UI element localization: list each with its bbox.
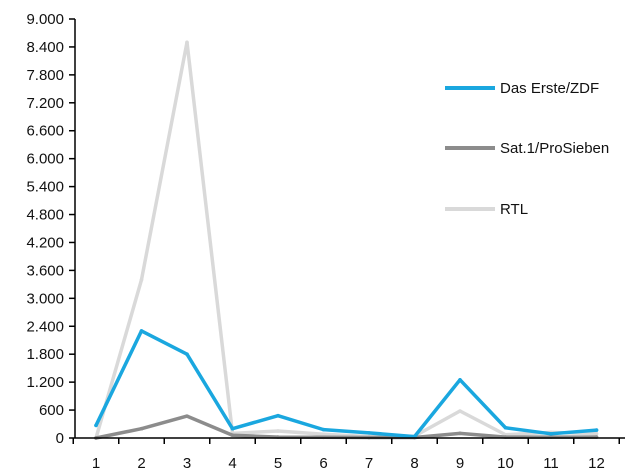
data-point bbox=[139, 329, 144, 333]
data-point bbox=[185, 40, 189, 45]
x-tick-label: 7 bbox=[365, 455, 373, 472]
data-point bbox=[594, 432, 599, 436]
x-tick-label: 3 bbox=[183, 455, 191, 472]
legend-label: RTL bbox=[500, 201, 528, 218]
y-tick-label: 3.000 bbox=[26, 290, 64, 307]
series-line-0 bbox=[94, 329, 599, 439]
x-tick-label: 6 bbox=[319, 455, 327, 472]
data-point bbox=[458, 409, 462, 413]
y-tick-label: 1.200 bbox=[26, 374, 64, 391]
data-point bbox=[321, 432, 326, 437]
x-tick-label: 1 bbox=[92, 455, 100, 472]
data-point bbox=[367, 431, 371, 435]
series-lines bbox=[94, 40, 599, 440]
legend-label: Das Erste/ZDF bbox=[500, 80, 599, 97]
y-tick-label: 6.600 bbox=[26, 123, 64, 140]
y-tick-label: 2.400 bbox=[26, 318, 64, 335]
y-axis-ticks: 0 600 1.200 1.800 2.400 3.000 3.600 4.200 4.800 5… bbox=[26, 11, 75, 447]
x-tick-label: 8 bbox=[410, 455, 418, 472]
y-tick-label: 4.200 bbox=[26, 234, 64, 251]
y-tick-label: 7.200 bbox=[26, 95, 64, 112]
y-tick-label: 6.000 bbox=[26, 151, 64, 168]
data-point bbox=[276, 413, 280, 418]
x-tick-label: 9 bbox=[456, 455, 464, 472]
x-tick-label: 11 bbox=[543, 455, 559, 472]
y-tick-label: 0 bbox=[56, 430, 64, 447]
data-point bbox=[321, 427, 326, 432]
data-point bbox=[185, 414, 189, 418]
y-tick-label: 9.000 bbox=[26, 11, 64, 28]
y-tick-label: 3.600 bbox=[26, 262, 64, 279]
x-tick-label: 10 bbox=[497, 455, 514, 472]
series-line-2 bbox=[94, 40, 599, 440]
data-point bbox=[458, 378, 462, 382]
x-axis-ticks: 1 2 3 4 5 6 7 8 9 10 11 12 bbox=[72, 438, 620, 472]
data-point bbox=[139, 277, 144, 282]
y-tick-label: 1.800 bbox=[26, 346, 64, 363]
legend-label: Sat.1/ProSieben bbox=[500, 140, 609, 157]
data-point bbox=[139, 426, 144, 431]
axes bbox=[74, 19, 625, 439]
data-point bbox=[185, 352, 189, 357]
legend: Das Erste/ZDF Sat.1/ProSieben RTL bbox=[445, 80, 609, 218]
data-point bbox=[594, 428, 599, 432]
data-point bbox=[230, 433, 235, 438]
y-tick-label: 7.800 bbox=[26, 67, 64, 84]
x-tick-label: 2 bbox=[137, 455, 145, 472]
x-tick-label: 5 bbox=[274, 455, 282, 472]
x-tick-label: 12 bbox=[588, 455, 605, 472]
data-point bbox=[276, 429, 280, 433]
y-tick-label: 4.800 bbox=[26, 207, 64, 224]
y-tick-label: 8.400 bbox=[26, 39, 64, 56]
data-point bbox=[230, 426, 235, 431]
data-point bbox=[503, 425, 508, 430]
data-point bbox=[458, 431, 462, 436]
data-point bbox=[549, 432, 553, 436]
data-point bbox=[94, 423, 98, 428]
x-tick-label: 4 bbox=[228, 455, 236, 472]
y-tick-label: 600 bbox=[39, 402, 64, 419]
y-tick-label: 5.400 bbox=[26, 179, 64, 196]
